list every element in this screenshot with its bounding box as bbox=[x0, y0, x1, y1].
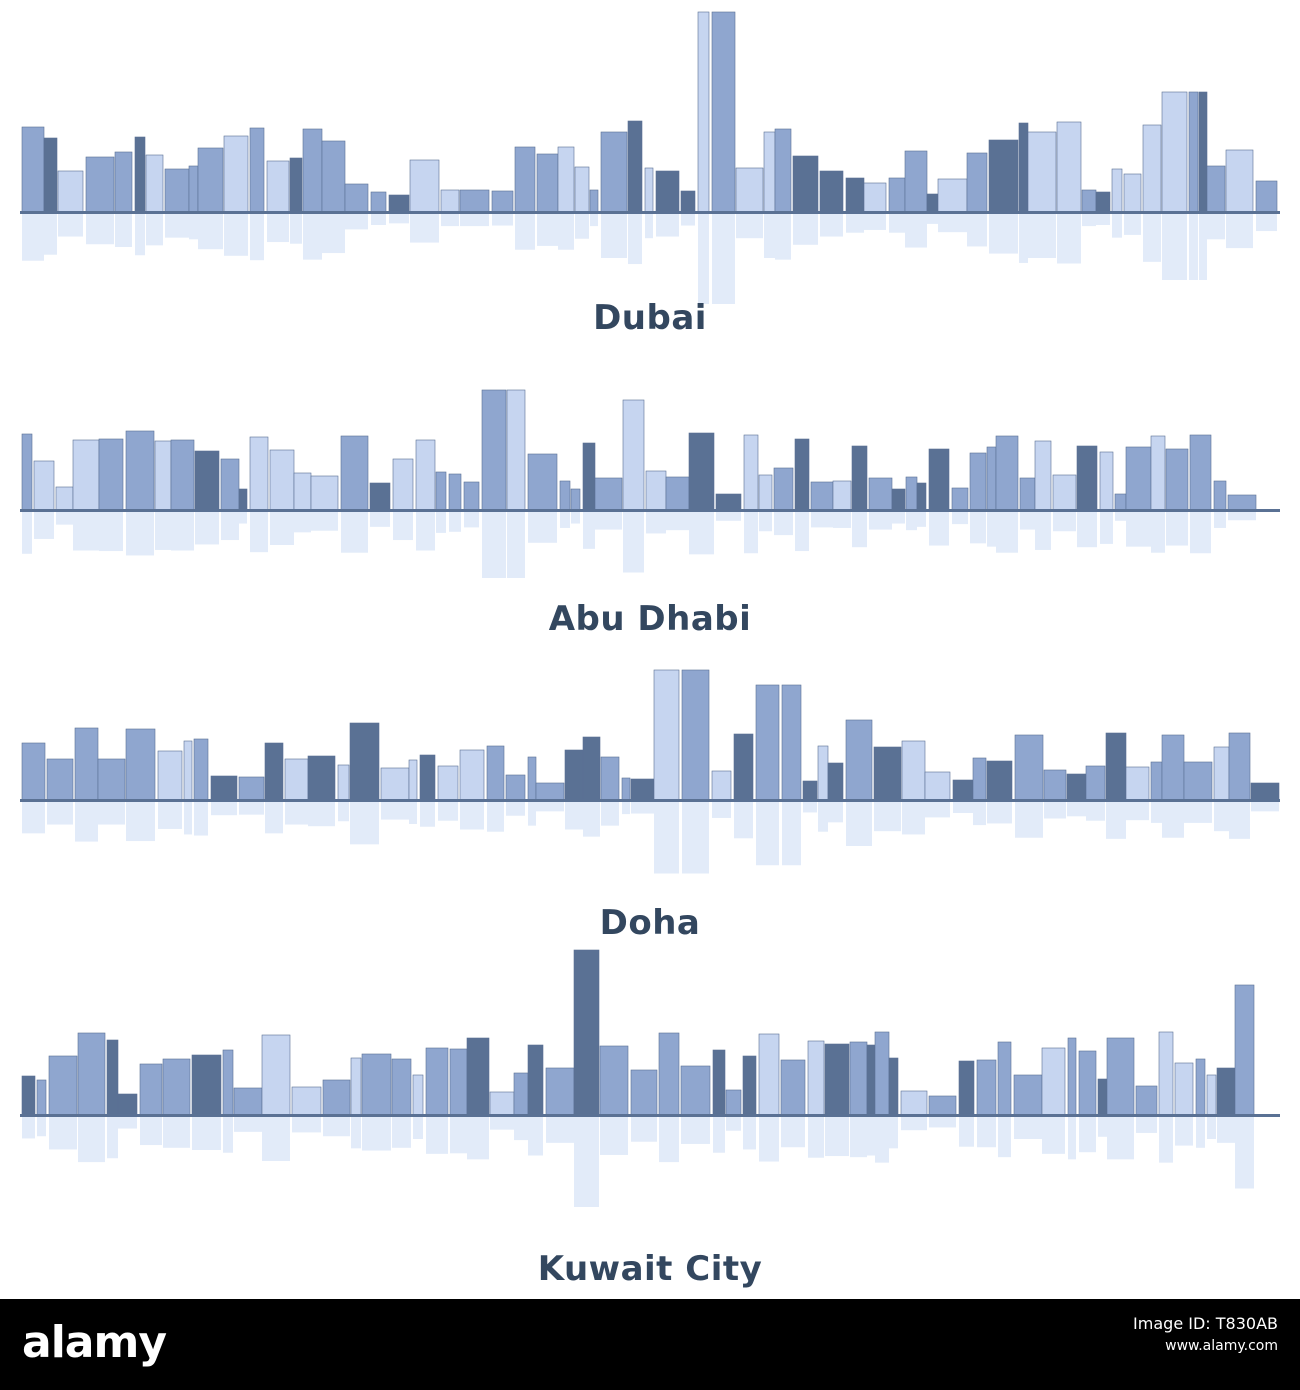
footer-bar: alamy Image ID: T830AB www.alamy.com bbox=[0, 1299, 1300, 1390]
kuwait-city-label: Kuwait City bbox=[537, 1249, 763, 1289]
abu-dhabi-panel: Abu Dhabi bbox=[0, 345, 1300, 645]
image-id-text: Image ID: T830AB bbox=[1133, 1314, 1278, 1333]
dubai-panel: Dubai bbox=[0, 0, 1300, 345]
image-id-block: Image ID: T830AB www.alamy.com bbox=[1133, 1313, 1278, 1357]
kuwait-city-panel: Kuwait City bbox=[0, 945, 1300, 1295]
abu-dhabi-skyline-icon bbox=[20, 389, 1280, 578]
website-text: www.alamy.com bbox=[1165, 1338, 1278, 1354]
doha-skyline-icon bbox=[20, 669, 1280, 874]
brand-logo[interactable]: alamy bbox=[22, 1317, 167, 1368]
doha-label: Doha bbox=[599, 903, 701, 943]
abu-dhabi-label: Abu Dhabi bbox=[548, 599, 752, 639]
dubai-label: Dubai bbox=[593, 298, 707, 338]
kuwait-city-skyline-icon bbox=[20, 949, 1280, 1207]
doha-panel: Doha bbox=[0, 645, 1300, 945]
dubai-skyline-icon bbox=[20, 11, 1280, 304]
